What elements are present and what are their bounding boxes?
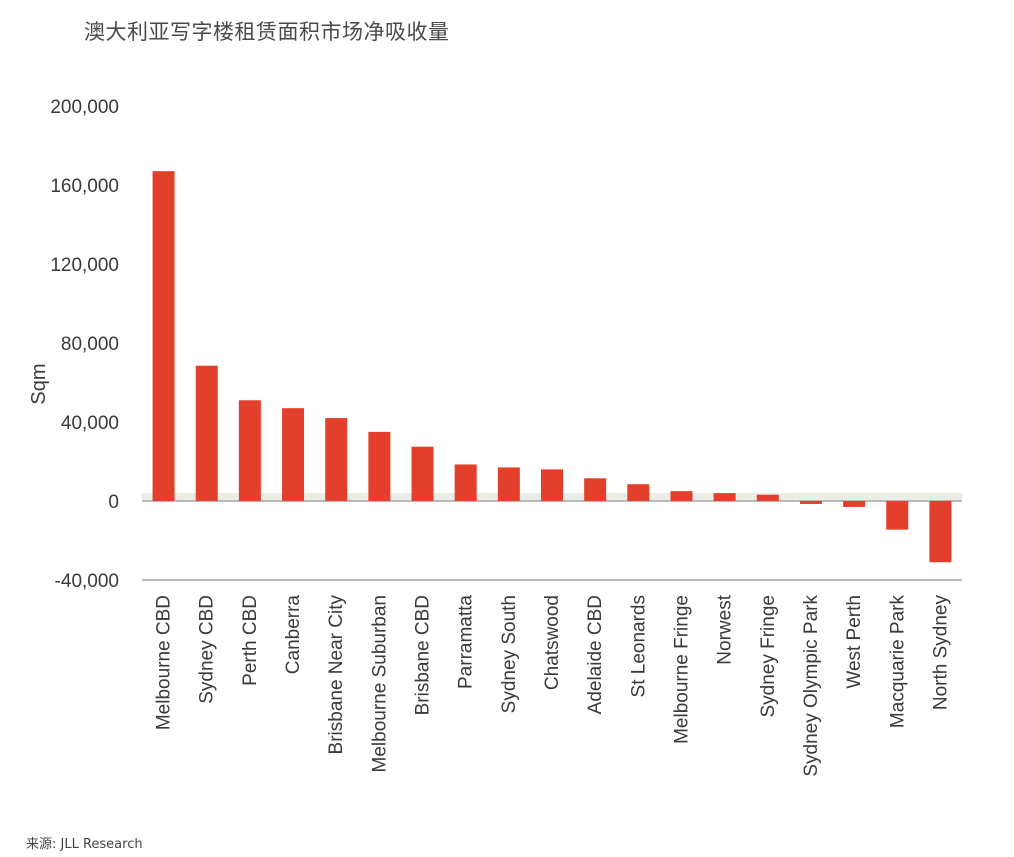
bar bbox=[282, 408, 305, 501]
chart-title: 澳大利亚写字楼租赁面积市场净吸收量 bbox=[84, 20, 450, 44]
x-tick-label: Macquarie Park bbox=[887, 595, 908, 729]
x-tick-label: Brisbane Near City bbox=[326, 595, 347, 755]
y-axis-label: Sqm bbox=[28, 363, 50, 404]
bar bbox=[886, 501, 909, 530]
y-tick-label: 200,000 bbox=[50, 97, 119, 118]
bar bbox=[238, 400, 261, 501]
x-tick-label: West Perth bbox=[844, 595, 865, 689]
y-tick-label: 160,000 bbox=[50, 176, 119, 197]
bar bbox=[195, 365, 218, 501]
y-tick-label: 80,000 bbox=[61, 334, 119, 355]
x-tick-label: Sydney Olympic Park bbox=[801, 595, 822, 777]
bar bbox=[152, 171, 175, 502]
bar bbox=[584, 478, 607, 501]
bar bbox=[670, 491, 693, 501]
x-tick-label: North Sydney bbox=[930, 595, 951, 711]
y-tick-label: 40,000 bbox=[61, 413, 119, 434]
y-tick-label: 0 bbox=[108, 492, 119, 513]
x-tick-label: Canberra bbox=[283, 595, 304, 675]
bar bbox=[713, 493, 736, 501]
bar bbox=[627, 484, 650, 501]
bar bbox=[541, 469, 563, 501]
bar bbox=[325, 418, 348, 501]
bar bbox=[368, 431, 391, 501]
x-tick-label: Sydney Fringe bbox=[758, 595, 779, 718]
y-tick-label: -40,000 bbox=[55, 571, 119, 592]
x-tick-label: Sydney South bbox=[499, 595, 520, 713]
x-tick-label: Chatswood bbox=[542, 595, 563, 690]
x-tick-label: Brisbane CBD bbox=[413, 595, 434, 715]
y-tick-label: 120,000 bbox=[50, 255, 119, 276]
bar bbox=[497, 467, 520, 501]
x-tick-label: Sydney CBD bbox=[197, 595, 218, 704]
bar bbox=[756, 494, 779, 501]
x-tick-label: Melbourne Fringe bbox=[671, 595, 692, 744]
bar bbox=[929, 501, 952, 563]
bar bbox=[843, 501, 866, 507]
x-tick-label: Melbourne CBD bbox=[154, 595, 175, 730]
source-note: 来源: JLL Research bbox=[26, 837, 143, 852]
bar bbox=[454, 464, 477, 501]
x-tick-label: Norwest bbox=[715, 594, 736, 664]
x-tick-label: St Leonards bbox=[628, 595, 649, 697]
bar bbox=[411, 446, 434, 501]
x-tick-label: Melbourne Suburban bbox=[369, 595, 390, 772]
x-tick-label: Parramatta bbox=[456, 595, 477, 689]
x-tick-label: Perth CBD bbox=[240, 595, 261, 686]
bar bbox=[799, 501, 822, 504]
x-tick-label: Adelaide CBD bbox=[585, 595, 606, 714]
